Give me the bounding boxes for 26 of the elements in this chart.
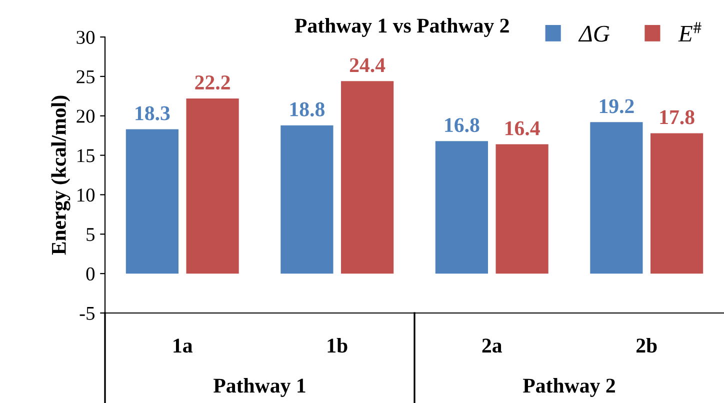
y-tick-label: 25 <box>76 70 95 84</box>
data-label: 16.8 <box>445 118 480 132</box>
data-label: 24.4 <box>350 58 386 72</box>
y-tick-label: 5 <box>86 228 95 242</box>
text: Pathway 1 <box>214 378 306 397</box>
y-tick-label: 10 <box>78 188 95 202</box>
legend-label: ΔG <box>578 26 610 42</box>
data-label: 22.2 <box>195 76 230 90</box>
data-label: 18.8 <box>290 102 324 116</box>
x-tick-label: 2b <box>636 338 657 353</box>
y-tick-label: 0 <box>86 267 95 281</box>
text: Pathway 2 <box>523 378 615 397</box>
data-label: 18.3 <box>136 106 170 120</box>
y-tick-label: 15 <box>78 149 95 162</box>
x-tick-label: 1a <box>174 338 192 353</box>
data-label: 17.8 <box>660 110 694 124</box>
data-label: 19.2 <box>600 99 634 114</box>
x-tick-label: 1b <box>328 338 348 353</box>
legend-label: E$^{#}$ <box>678 22 702 42</box>
chart-title: Pathway 1 vs Pathway 2 <box>294 18 509 37</box>
x-tick-label: 2a <box>482 338 502 353</box>
y-axis-title: Energy (kcal/mol) <box>51 96 70 255</box>
data-label: 16.4 <box>505 121 540 136</box>
y-tick-label: 20 <box>76 110 95 123</box>
y-tick-label: -5 <box>80 307 95 320</box>
y-tick-label: 30 <box>76 30 95 44</box>
